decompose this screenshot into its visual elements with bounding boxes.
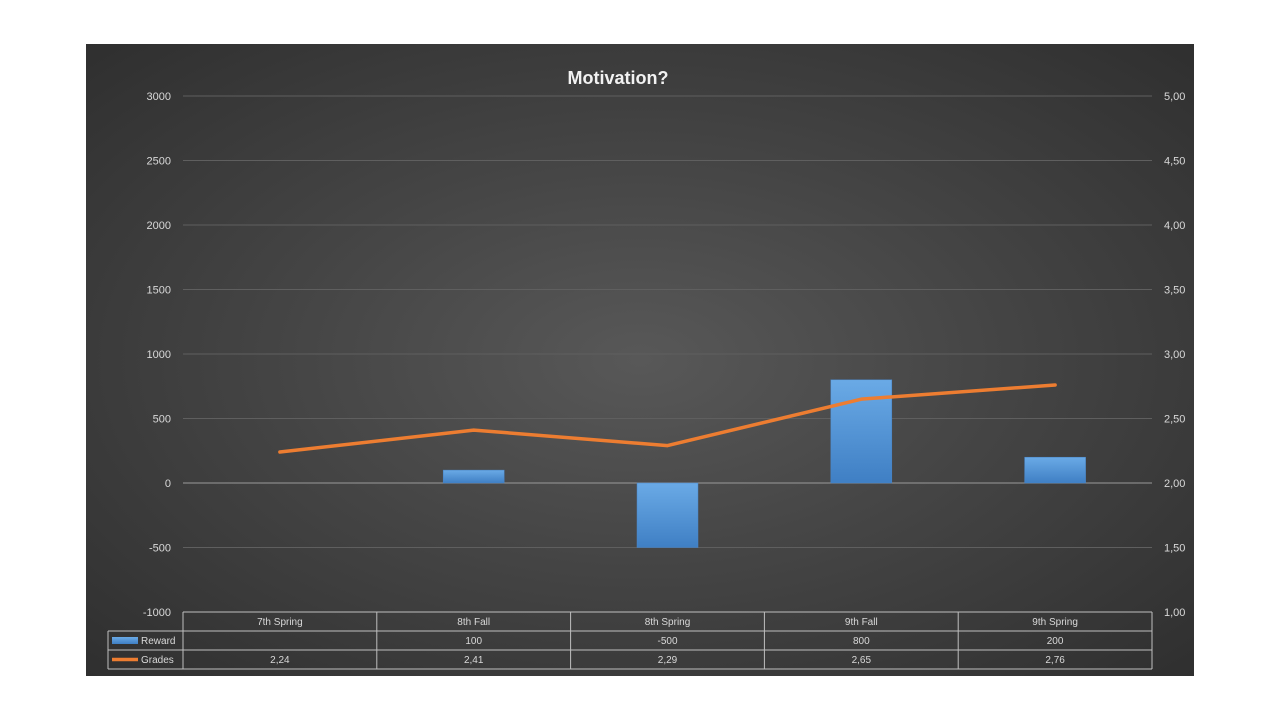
grades-data-label: 2,29 [658,655,678,666]
reward-data-label: 100 [465,636,482,647]
grades-legend-label: Grades [141,655,174,666]
y-left-tick-label: 3000 [147,91,171,103]
y-right-tick-label: 5,00 [1164,91,1185,103]
reward-data-label: 800 [853,636,870,647]
grades-point [666,444,669,448]
y-left-tick-label: -1000 [143,607,171,619]
y-left-tick-label: 1500 [147,285,171,297]
y-right-tick-label: 4,50 [1164,156,1185,168]
reward-legend-key [112,637,138,644]
grades-data-label: 2,76 [1045,655,1065,666]
y-left-tick-label: 2500 [147,156,171,168]
y-left-tick-label: 500 [153,414,171,426]
reward-bar [1024,456,1086,484]
x-category-label: 9th Spring [1032,617,1078,628]
y-right-tick-label: 4,00 [1164,220,1185,232]
y-right-tick-label: 1,00 [1164,607,1185,619]
grades-point [472,428,476,432]
reward-bar [636,482,699,548]
x-category-label: 8th Fall [457,617,490,628]
chart-title: Motivation? [568,68,669,88]
grades-data-label: 2,65 [852,655,872,666]
grades-point [859,397,863,401]
grades-point [278,450,282,454]
x-category-label: 8th Spring [645,617,691,628]
reward-data-label: -500 [657,636,677,647]
reward-bar [442,469,505,484]
reward-bar [830,379,893,484]
reward-legend-label: Reward [141,636,175,647]
y-right-tick-label: 2,50 [1164,414,1185,426]
y-left-tick-label: 1000 [147,349,171,361]
grades-point [1053,383,1057,387]
y-left-tick-label: 0 [165,478,171,490]
x-category-label: 9th Fall [845,617,878,628]
y-right-tick-label: 2,00 [1164,478,1185,490]
x-category-label: 7th Spring [257,617,303,628]
y-left-tick-label: 2000 [147,220,171,232]
y-left-tick-label: -500 [149,543,171,555]
chart-area: Motivation? 3000 5,00 2500 4,50 2000 4,00 1500… [86,44,1194,676]
reward-data-label: 200 [1047,636,1064,647]
grades-data-label: 2,41 [464,655,484,666]
y-right-tick-label: 3,50 [1164,285,1185,297]
grades-data-label: 2,24 [270,655,290,666]
y-right-tick-label: 3,00 [1164,349,1185,361]
y-right-tick-label: 1,50 [1164,543,1185,555]
